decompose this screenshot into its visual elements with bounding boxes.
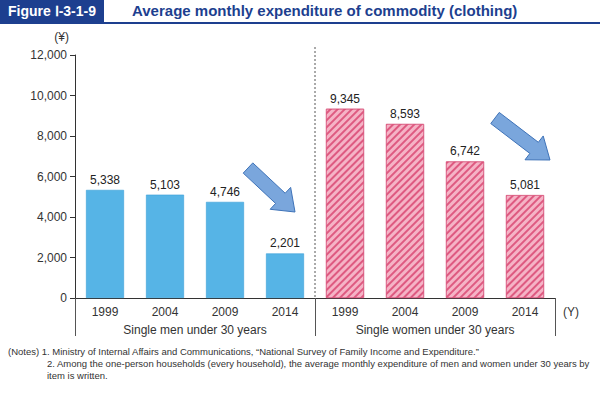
svg-text:5,081: 5,081 bbox=[510, 178, 540, 192]
svg-text:Single women under 30 years: Single women under 30 years bbox=[356, 323, 515, 337]
html-text:Figure Ⅰ-3-1-9: Figure Ⅰ-3-1-9 bbox=[8, 3, 96, 19]
svg-text:10,000: 10,000 bbox=[30, 89, 67, 103]
html-text:(Notes) 1. Ministry of Interna: (Notes) 1. Ministry of Internal Affairs … bbox=[8, 346, 479, 357]
svg-text:2004: 2004 bbox=[392, 305, 419, 319]
svg-text:(¥): (¥) bbox=[54, 30, 69, 44]
svg-text:2,000: 2,000 bbox=[37, 251, 67, 265]
svg-text:1999: 1999 bbox=[92, 305, 119, 319]
svg-text:6,000: 6,000 bbox=[37, 170, 67, 184]
svg-text:2009: 2009 bbox=[452, 305, 479, 319]
svg-text:2014: 2014 bbox=[272, 305, 299, 319]
svg-text:0: 0 bbox=[60, 291, 67, 305]
svg-text:Single men under 30 years: Single men under 30 years bbox=[123, 323, 266, 337]
html-text:2. Among the one-person househ: 2. Among the one-person households (ever… bbox=[47, 358, 590, 381]
svg-text:2009: 2009 bbox=[212, 305, 239, 319]
html-text:Average monthly expenditure of: Average monthly expenditure of commodity… bbox=[132, 2, 518, 19]
svg-text:8,000: 8,000 bbox=[37, 129, 67, 143]
svg-text:9,345: 9,345 bbox=[330, 92, 360, 106]
svg-text:1999: 1999 bbox=[332, 305, 359, 319]
svg-text:(Y): (Y) bbox=[563, 305, 579, 319]
svg-text:6,742: 6,742 bbox=[450, 144, 480, 158]
svg-text:4,746: 4,746 bbox=[210, 185, 240, 199]
svg-text:5,338: 5,338 bbox=[90, 173, 120, 187]
svg-text:2,201: 2,201 bbox=[270, 236, 300, 250]
svg-text:2014: 2014 bbox=[512, 305, 539, 319]
svg-text:12,000: 12,000 bbox=[30, 48, 67, 62]
svg-text:2004: 2004 bbox=[152, 305, 179, 319]
svg-text:8,593: 8,593 bbox=[390, 107, 420, 121]
svg-text:5,103: 5,103 bbox=[150, 178, 180, 192]
svg-text:4,000: 4,000 bbox=[37, 210, 67, 224]
